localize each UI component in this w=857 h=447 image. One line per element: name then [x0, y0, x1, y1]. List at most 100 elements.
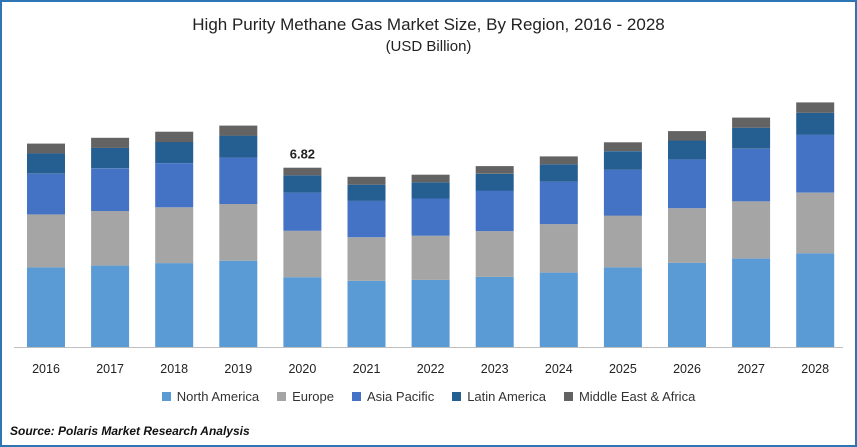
bar-2025-middle-east-africa [603, 142, 642, 152]
bar-2025-north-america [603, 267, 642, 347]
x-tick-label-2018: 2018 [160, 362, 188, 376]
x-tick-label-2020: 2020 [288, 362, 316, 376]
chart-subtitle: (USD Billion) [385, 38, 472, 55]
bar-2027-europe [732, 201, 771, 259]
bar-2026-europe [668, 208, 706, 263]
bar-2023-latin-america [475, 173, 514, 191]
bar-2025-latin-america [603, 151, 642, 170]
bar-2020-north-america [283, 277, 322, 347]
bar-2025-asia-pacific [603, 169, 642, 216]
bar-2018-asia-pacific [155, 163, 194, 208]
legend-item-europe: Europe [277, 389, 334, 404]
bar-2024-europe [539, 224, 578, 273]
bar-2018-latin-america [155, 142, 194, 163]
x-tick-label-2021: 2021 [353, 362, 381, 376]
bar-2020-latin-america [283, 175, 322, 193]
bar-2017-latin-america [91, 147, 130, 169]
bar-2017-asia-pacific [91, 168, 130, 211]
bar-2022-middle-east-africa [411, 174, 450, 183]
bar-2016-europe [27, 214, 65, 268]
bar-2018-north-america [155, 263, 194, 347]
bar-2019-middle-east-africa [219, 125, 258, 136]
bar-2027-north-america [732, 258, 771, 348]
bar-2026-middle-east-africa [668, 131, 706, 141]
x-tick-label-2025: 2025 [609, 362, 637, 376]
legend-item-north-america: North America [161, 389, 260, 404]
bar-2024-middle-east-africa [539, 156, 578, 165]
bar-2027-middle-east-africa [732, 117, 771, 128]
bar-2024-latin-america [539, 164, 578, 182]
bar-2023-north-america [475, 276, 514, 347]
x-tick-label-2026: 2026 [673, 362, 701, 376]
x-tick-label-2016: 2016 [32, 362, 60, 376]
x-tick-label-2019: 2019 [224, 362, 252, 376]
data-label-2020: 6.82 [290, 147, 315, 162]
bar-2018-europe [155, 207, 194, 264]
x-tick-label-2023: 2023 [481, 362, 509, 376]
bar-2017-europe [91, 211, 130, 266]
x-tick-label-2022: 2022 [417, 362, 445, 376]
x-tick-label-2028: 2028 [801, 362, 829, 376]
bar-2023-asia-pacific [475, 190, 514, 232]
bar-2026-north-america [668, 262, 706, 347]
bar-2028-asia-pacific [796, 134, 835, 193]
x-tick-label-2027: 2027 [737, 362, 765, 376]
source-note: Source: Polaris Market Research Analysis [10, 424, 250, 438]
bar-2018-middle-east-africa [155, 131, 194, 143]
bar-2026-latin-america [668, 140, 706, 160]
bar-2025-europe [603, 215, 642, 268]
bar-2019-latin-america [219, 135, 258, 158]
bar-2021-north-america [347, 280, 386, 347]
legend-label-north-america: North America [176, 389, 260, 404]
legend-swatch-middle-east-africa [563, 392, 573, 401]
bar-2020-europe [283, 230, 322, 278]
bar-2026-asia-pacific [668, 159, 706, 209]
bar-2020-asia-pacific [283, 192, 322, 231]
legend-swatch-europe [277, 392, 287, 401]
x-tick-label-2017: 2017 [96, 362, 124, 376]
legend-label-middle-east-africa: Middle East & Africa [578, 389, 696, 404]
bar-2024-north-america [539, 272, 578, 347]
legend-item-asia-pacific: Asia Pacific [352, 389, 434, 404]
bar-2017-middle-east-africa [91, 137, 130, 148]
bar-2022-europe [411, 235, 450, 280]
bar-2016-middle-east-africa [27, 143, 65, 154]
bar-2028-north-america [796, 253, 835, 347]
legend-swatch-asia-pacific [352, 392, 361, 401]
bar-2023-middle-east-africa [475, 166, 514, 174]
legend-item-middle-east-africa: Middle East & Africa [563, 389, 696, 404]
bar-2023-europe [475, 231, 514, 277]
bar-2028-middle-east-africa [796, 102, 835, 113]
bar-2021-asia-pacific [347, 200, 386, 238]
bar-2016-north-america [27, 267, 65, 347]
bar-2019-asia-pacific [219, 157, 258, 204]
legend-swatch-latin-america [452, 392, 462, 401]
bar-2022-north-america [411, 279, 450, 347]
bar-2021-europe [347, 237, 386, 281]
bar-2020-middle-east-africa [283, 167, 322, 176]
legend-label-europe: Europe [292, 389, 334, 404]
bar-2017-north-america [91, 265, 130, 347]
bar-2027-latin-america [732, 127, 771, 149]
chart-legend: North America Europe Asia Pacific Latin Ame… [2, 389, 855, 404]
bar-2028-latin-america [796, 112, 835, 135]
bar-2021-middle-east-africa [347, 176, 386, 185]
legend-item-latin-america: Latin America [452, 389, 546, 404]
bar-2021-latin-america [347, 184, 386, 201]
legend-label-latin-america: Latin America [467, 389, 546, 404]
bar-2028-europe [796, 192, 835, 254]
bar-2022-latin-america [411, 182, 450, 199]
bar-2016-asia-pacific [27, 173, 65, 215]
bar-2016-latin-america [27, 153, 65, 174]
bar-2027-asia-pacific [732, 148, 771, 202]
bar-2022-asia-pacific [411, 198, 450, 236]
legend-label-asia-pacific: Asia Pacific [367, 389, 435, 404]
bar-2019-north-america [219, 260, 258, 347]
x-tick-label-2024: 2024 [545, 362, 573, 376]
bar-2019-europe [219, 204, 258, 261]
bar-2024-asia-pacific [539, 181, 578, 225]
chart-title: High Purity Methane Gas Market Size, By … [192, 15, 665, 34]
legend-swatch-north-america [161, 392, 171, 401]
